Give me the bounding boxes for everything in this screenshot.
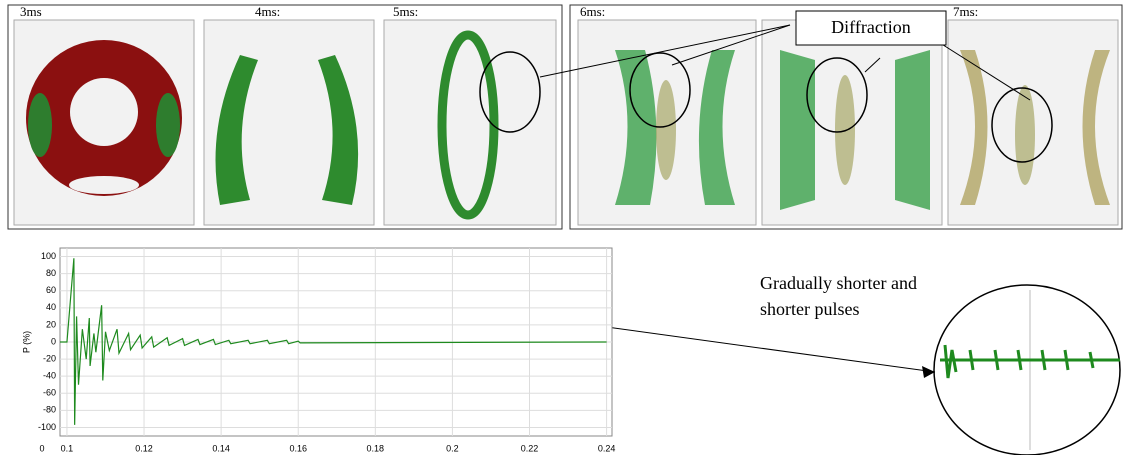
y-tick-label: 80 (46, 268, 56, 278)
panel-label: 3ms (20, 4, 42, 19)
y-tick-label: 40 (46, 302, 56, 312)
y-tick-label: 0 (51, 336, 56, 346)
panel-label: 7ms: (953, 4, 978, 19)
x-tick-label: 0.2 (446, 443, 459, 453)
annotation: Diffraction (831, 17, 911, 37)
sim-views (13, 19, 1119, 226)
x-tick-label: 0.12 (135, 443, 153, 453)
x-tick-label: 0.1 (61, 443, 74, 453)
y-tick-label: -100 (38, 422, 56, 432)
y-tick-label: -80 (43, 405, 56, 415)
annotation: shorter pulses (760, 299, 859, 319)
panel-label: 5ms: (393, 4, 418, 19)
x-tick-label: 0.22 (521, 443, 539, 453)
x-tick-label: 0.18 (367, 443, 385, 453)
y-tick-label: 20 (46, 319, 56, 329)
diffraction-box (795, 10, 947, 46)
x-tick-label: 0.14 (212, 443, 230, 453)
x-tick-label: 0.16 (289, 443, 307, 453)
zoom-inset (922, 290, 1120, 450)
y-tick-label: -40 (43, 371, 56, 381)
annotation: Gradually shorter and (760, 273, 917, 293)
y-tick-label: -60 (43, 388, 56, 398)
signal-line (60, 258, 607, 425)
y-tick-label: 100 (41, 251, 56, 261)
y-tick-label: -20 (43, 353, 56, 363)
y-axis-label: P (%) (21, 331, 31, 353)
x-origin-label: 0 (39, 443, 44, 453)
panel-label: 4ms: (255, 4, 280, 19)
x-tick-label: 0.24 (598, 443, 616, 453)
panel-label: 6ms: (580, 4, 605, 19)
y-tick-label: 60 (46, 285, 56, 295)
